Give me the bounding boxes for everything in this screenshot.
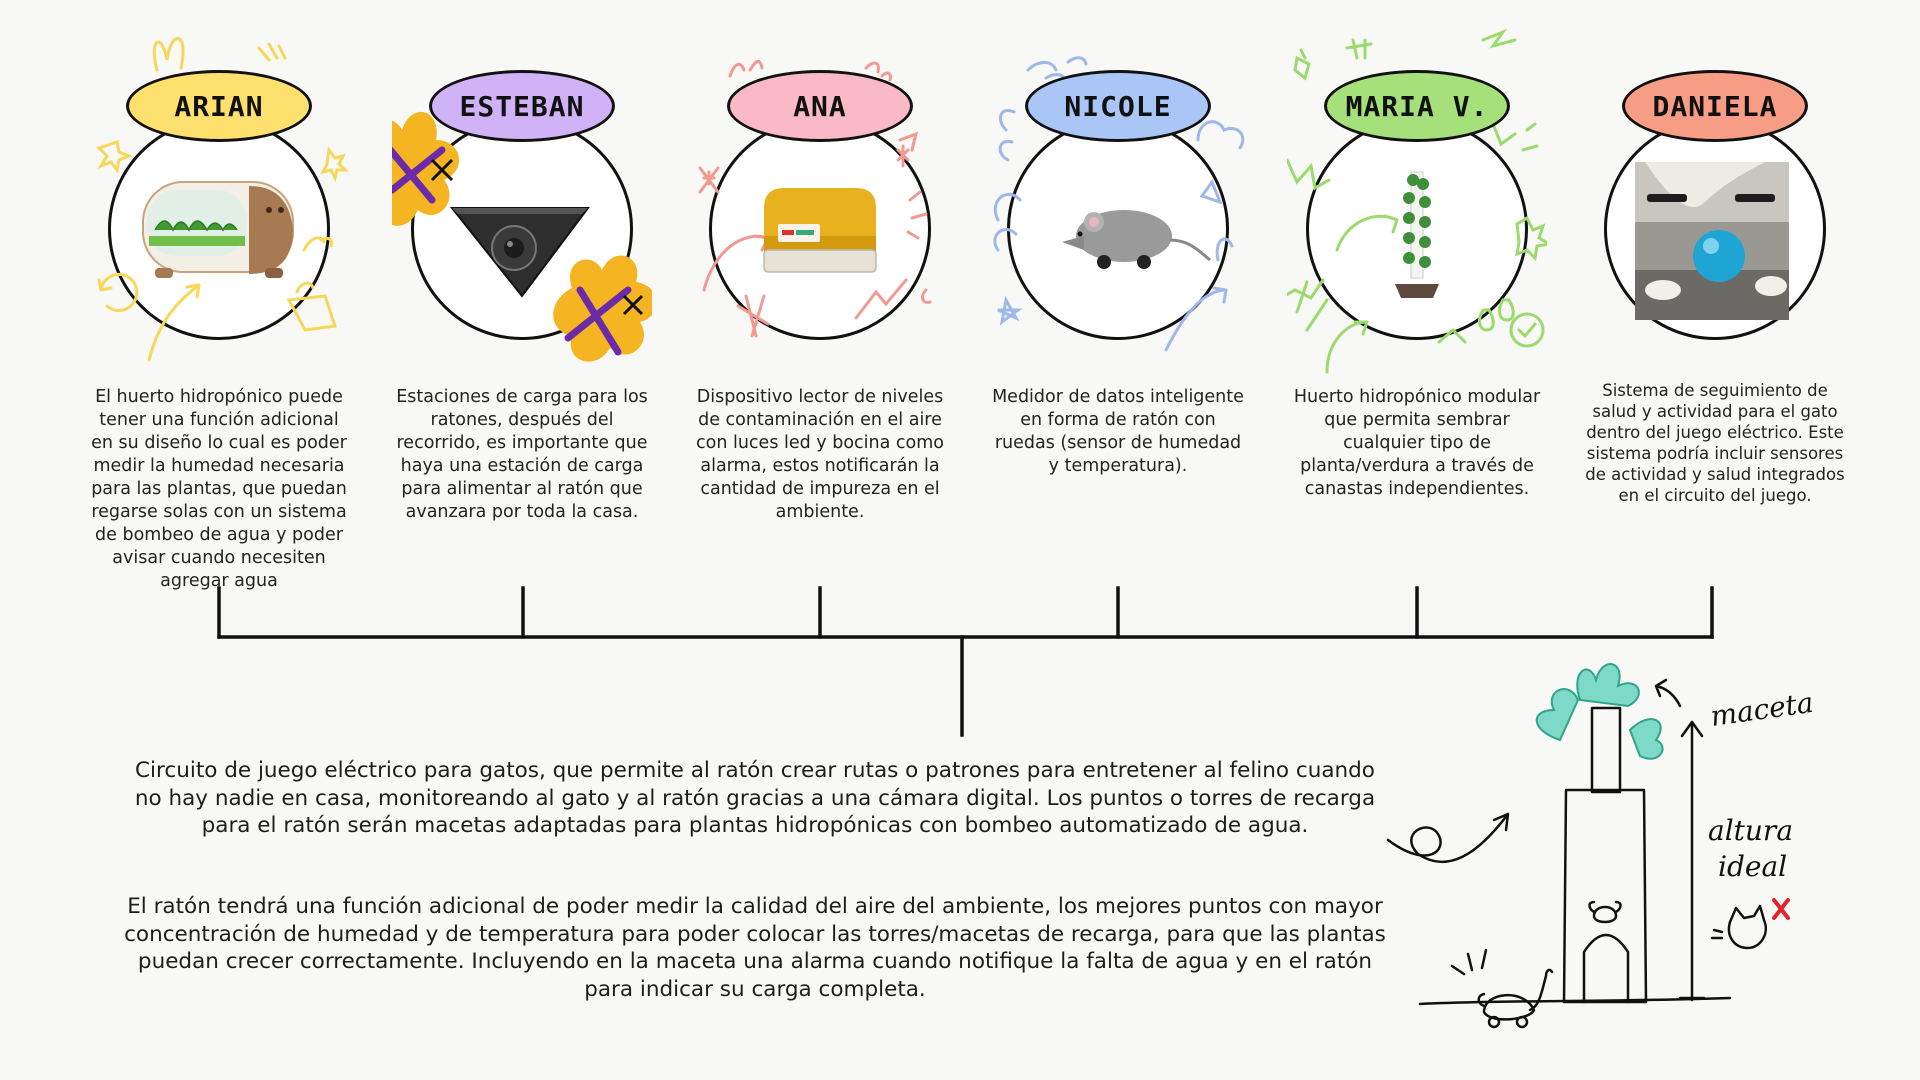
sketch-ground-line — [1418, 996, 1732, 1006]
member-name-pill: DANIELA — [1622, 70, 1808, 142]
member-name: ARIAN — [174, 89, 264, 123]
sketch-label-maceta: maceta — [1708, 686, 1815, 733]
sketch-mouse-wheel — [1487, 1015, 1501, 1029]
member-name-pill: ANA — [727, 70, 913, 142]
sketch-tower-top — [1590, 706, 1622, 794]
main-description-paragraph-2: El ratón tendrá una función adicional de… — [124, 894, 1386, 1002]
member-description: Sistema de seguimiento de salud y activi… — [1585, 381, 1845, 505]
member-description: Estaciones de carga para los ratones, de… — [396, 387, 648, 522]
sketch-tower-mouse-emblem — [1588, 900, 1622, 924]
member-circle — [108, 118, 330, 340]
member-name: DANIELA — [1652, 89, 1778, 123]
member-circle — [709, 118, 931, 340]
sketch-sound-marks — [1450, 948, 1488, 976]
member-description: El huerto hidropónico puede tener una fu… — [91, 387, 347, 591]
main-description-paragraph-1: Circuito de juego eléctrico para gatos, … — [134, 758, 1376, 838]
sketch-plant — [1535, 663, 1664, 760]
sketch-label-altura: altura — [1708, 814, 1793, 847]
member-name-pill: MARIA V. — [1324, 70, 1510, 142]
member-name-pill: ESTEBAN — [429, 70, 615, 142]
member-name-pill: NICOLE — [1025, 70, 1211, 142]
member-name: ANA — [793, 89, 847, 123]
sketch-tower-body — [1562, 788, 1648, 1004]
member-name: ESTEBAN — [459, 89, 585, 123]
sketch-mouse-wheel — [1515, 1015, 1529, 1029]
member-circle — [1604, 118, 1826, 340]
charging-tower-planter-sketch: maceta altura ideal — [1386, 663, 1815, 1029]
member-circle — [1007, 118, 1229, 340]
member-name: MARIA V. — [1345, 89, 1489, 123]
member-description: Huerto hidropónico modular que permita s… — [1293, 387, 1541, 499]
member-name-pill: ARIAN — [126, 70, 312, 142]
sketch-red-x-icon — [1772, 898, 1790, 920]
sketch-cat-face — [1710, 904, 1767, 950]
member-description: Dispositivo lector de niveles de contami… — [696, 387, 944, 522]
sketch-mouse — [1477, 968, 1554, 1021]
sketch-curly-arrow — [1386, 812, 1510, 864]
sketch-height-arrow — [1678, 720, 1706, 1002]
member-circle — [1306, 118, 1528, 340]
member-name: NICOLE — [1064, 89, 1172, 123]
sketch-tower-arch — [1582, 933, 1630, 1004]
sketch-maceta-arrow — [1654, 678, 1682, 708]
sketch-label-ideal: ideal — [1718, 850, 1787, 883]
member-circle — [411, 118, 633, 340]
member-description: Medidor de datos inteligente en forma de… — [992, 387, 1244, 476]
